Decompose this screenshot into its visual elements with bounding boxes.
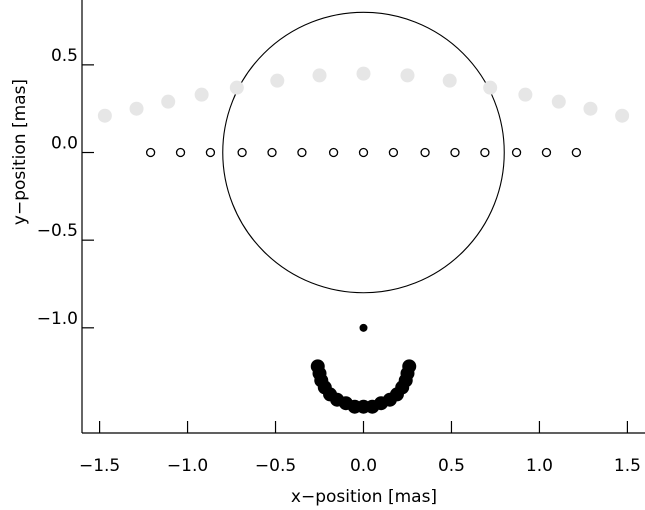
y-tick-label: 0.5 [51, 46, 78, 66]
open-point [175, 147, 186, 158]
axes-frame [81, 0, 645, 434]
x-axis-label: x−position [mas] [291, 487, 437, 507]
open-point [205, 147, 216, 158]
x-tick-label: 0.5 [438, 456, 465, 476]
filled-point [551, 94, 566, 109]
filled-point [483, 80, 498, 95]
open-point [237, 147, 247, 158]
x-tick-label: −0.5 [255, 456, 296, 476]
filled-point [442, 73, 457, 88]
open-point [358, 147, 369, 158]
filled-point [615, 108, 630, 123]
filled-point [402, 359, 417, 374]
open-point [388, 147, 399, 158]
circle-layer [222, 11, 505, 294]
open-point [145, 147, 156, 158]
ticks-layer: −1.5 −1.0 −0.5 0.0 0.5 1.0 1.5 0.5 0.0 −0.5 −1.0 [37, 46, 641, 476]
open-point [297, 147, 307, 158]
open-point [450, 147, 460, 158]
points-layer [97, 66, 630, 414]
filled-point [356, 66, 371, 81]
filled-point [129, 101, 144, 116]
filled-point [97, 108, 112, 123]
filled-point [194, 87, 209, 102]
filled-point [161, 94, 176, 109]
open-point [420, 147, 430, 158]
y-tick-label: 0.0 [51, 134, 78, 154]
open-point [541, 147, 552, 158]
x-tick-label: 1.5 [614, 456, 641, 476]
small-point [359, 323, 368, 332]
y-axis-label: y−position [mas] [10, 79, 30, 225]
x-tick-label: −1.5 [79, 456, 120, 476]
open-point [328, 147, 339, 158]
open-point [480, 147, 490, 158]
filled-point [312, 68, 327, 83]
x-tick-label: 1.0 [526, 456, 553, 476]
open-point [571, 147, 582, 158]
y-tick-label: −1.0 [37, 309, 78, 329]
filled-point [270, 73, 285, 88]
x-tick-label: 0.0 [350, 456, 377, 476]
open-point [267, 147, 277, 158]
source-circle [222, 11, 505, 294]
x-tick-label: −1.0 [167, 456, 208, 476]
filled-point [583, 101, 598, 116]
filled-point [229, 80, 244, 95]
filled-point [518, 87, 533, 102]
filled-point [400, 68, 415, 83]
y-tick-label: −0.5 [37, 221, 78, 241]
open-point [511, 147, 522, 158]
